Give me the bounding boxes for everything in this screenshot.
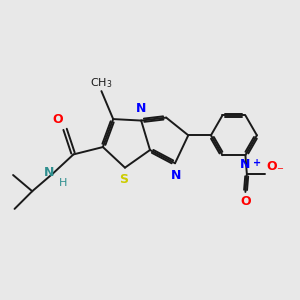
Text: H: H — [59, 178, 67, 188]
Text: N: N — [240, 158, 250, 171]
Text: CH$_3$: CH$_3$ — [90, 76, 113, 90]
Text: N: N — [136, 102, 146, 115]
Text: $^-$: $^-$ — [275, 165, 285, 178]
Text: O: O — [52, 113, 63, 126]
Text: S: S — [119, 173, 128, 186]
Text: O: O — [240, 195, 251, 208]
Text: N: N — [44, 166, 54, 178]
Text: +: + — [254, 158, 262, 168]
Text: O: O — [266, 160, 277, 173]
Text: N: N — [171, 169, 182, 182]
